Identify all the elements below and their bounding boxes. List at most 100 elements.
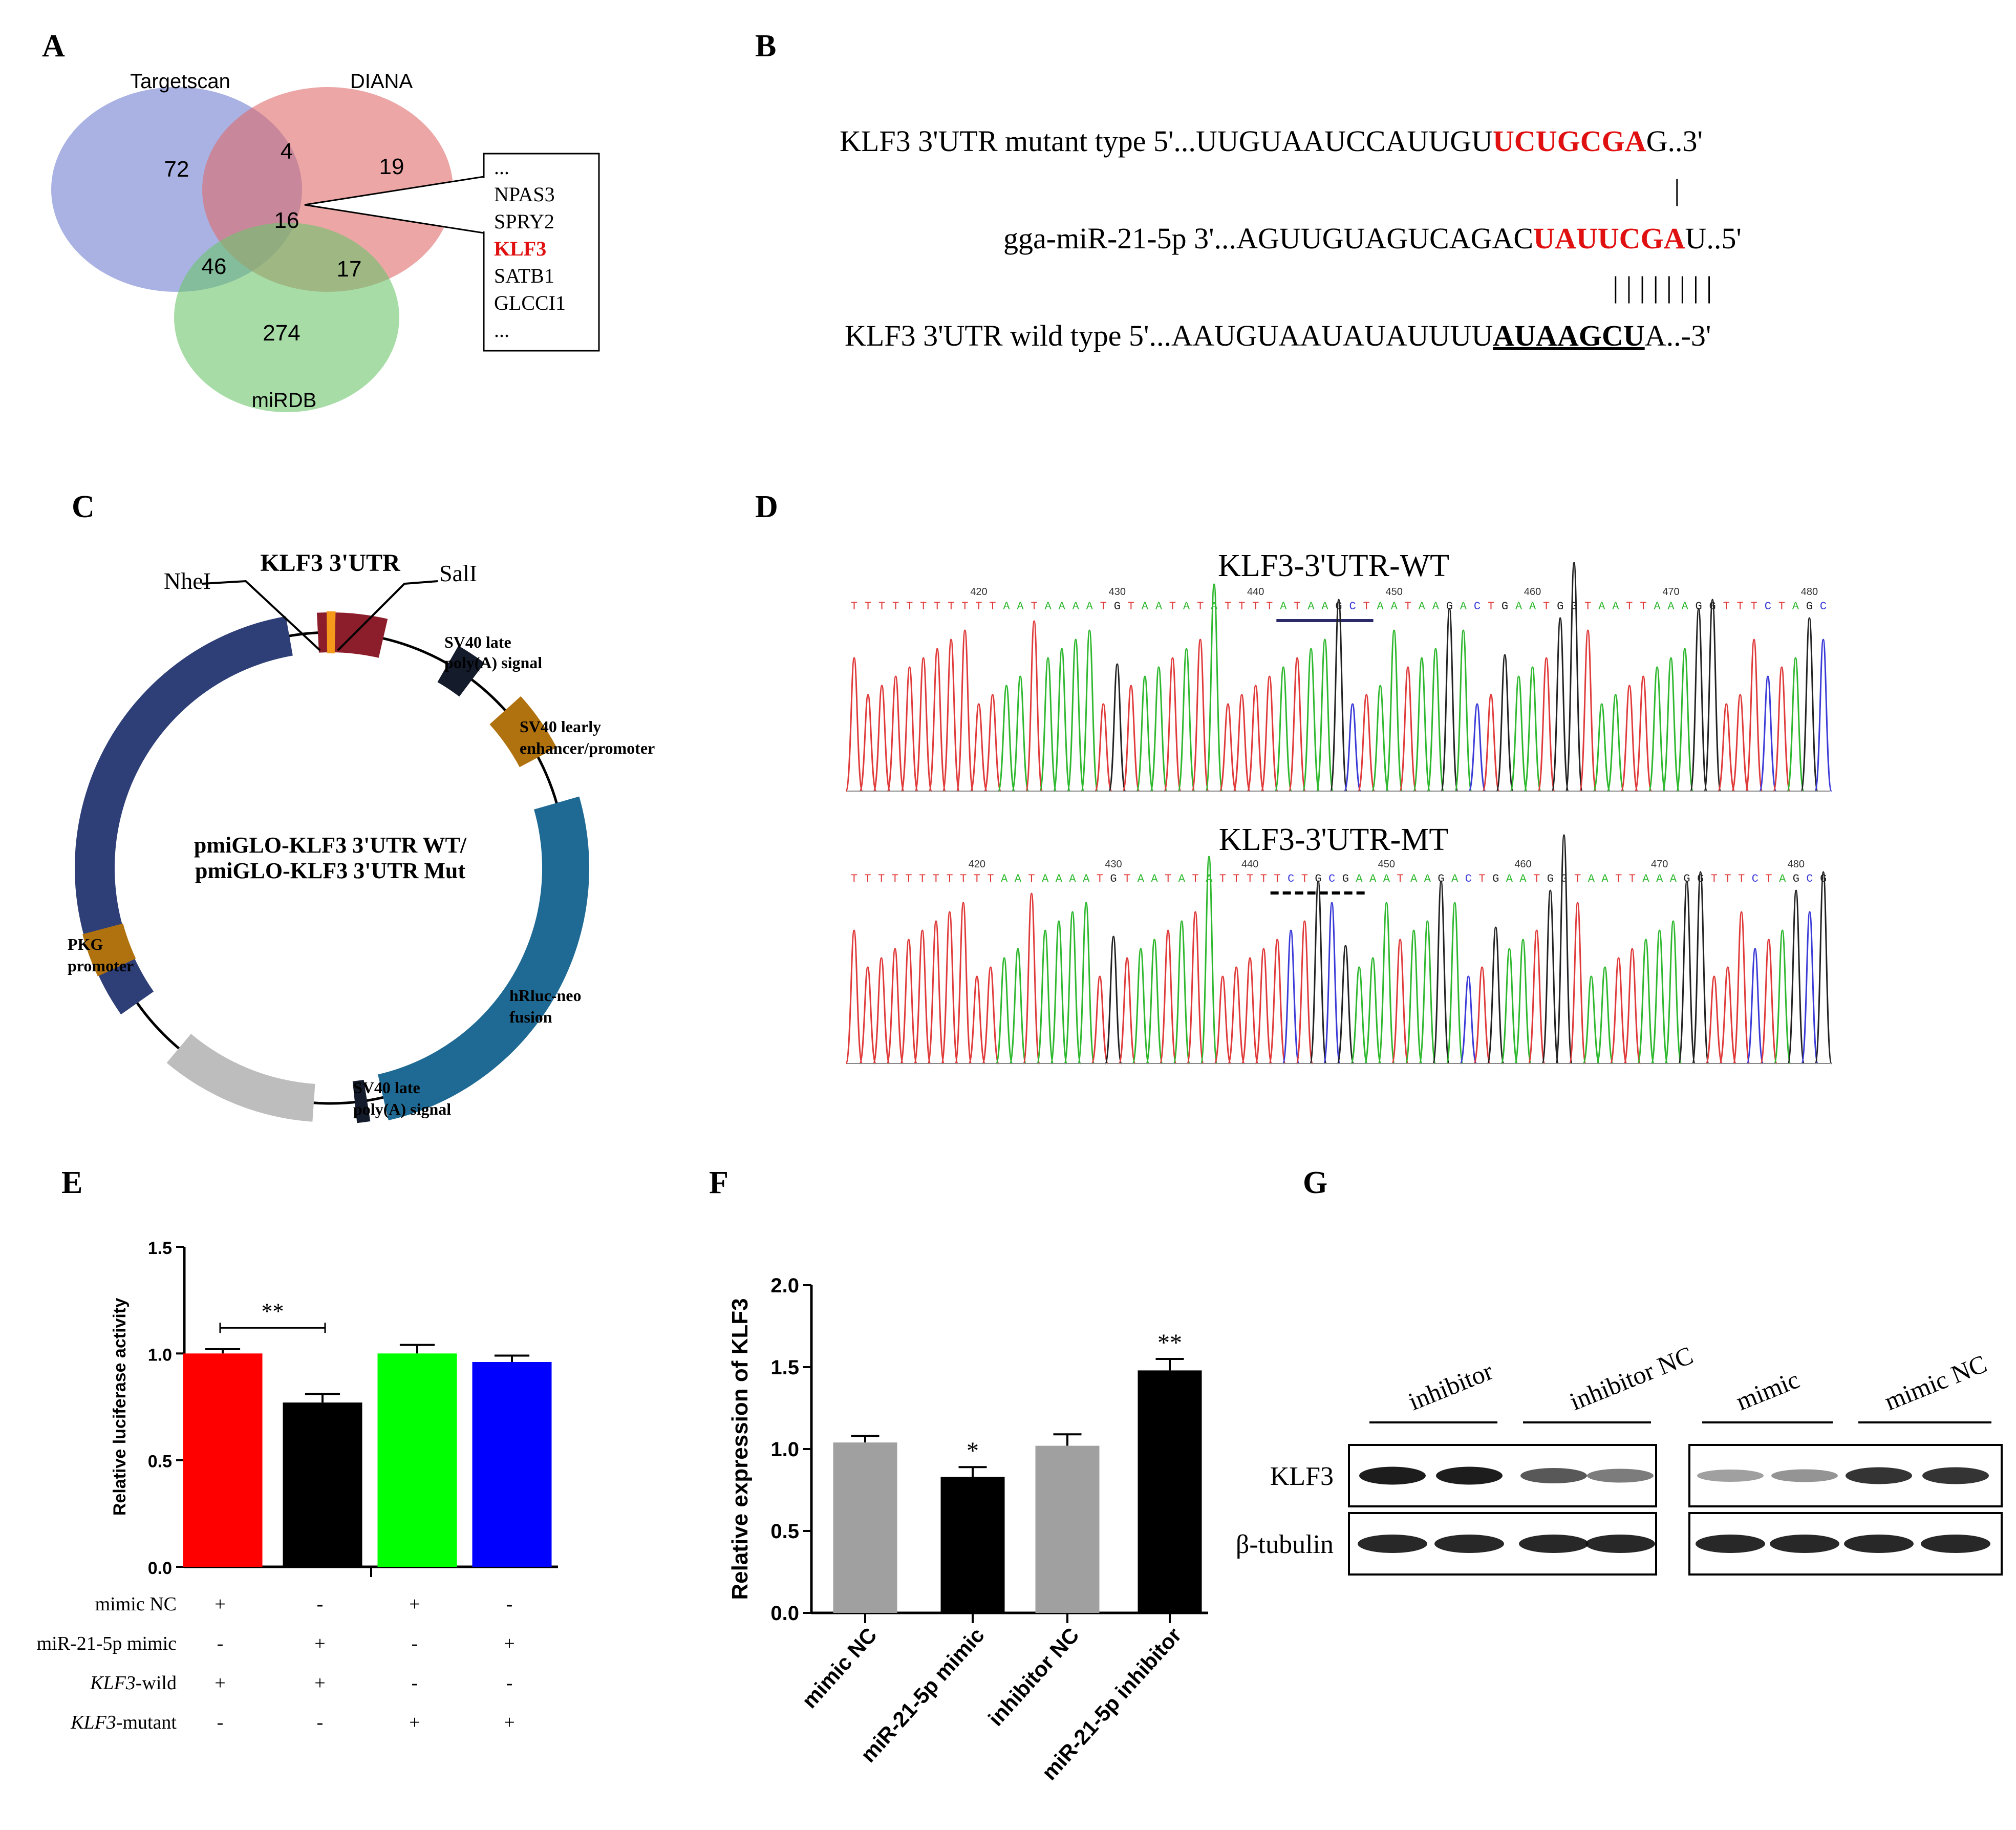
trace-peak [1241, 957, 1259, 1065]
trace-peak [981, 966, 1000, 1065]
trace-peak [1446, 902, 1464, 1065]
bar [940, 1477, 1005, 1613]
base-call: A [1460, 600, 1467, 613]
venn-count-center: 16 [274, 208, 299, 233]
trace-peak [1186, 911, 1205, 1065]
trace-peak [1022, 892, 1041, 1065]
trace-peak [1800, 911, 1819, 1065]
sv40-enhancer-label: SV40 learly enhancer/promoter [520, 717, 655, 757]
base-call: A [1321, 600, 1328, 613]
trace-peak [1418, 920, 1436, 1065]
trace-peak [1523, 666, 1542, 792]
bar [183, 1353, 263, 1567]
base-call: T [948, 600, 954, 613]
trace-peak [1094, 703, 1112, 792]
base-call: T [1266, 600, 1273, 613]
trace-peak [942, 639, 960, 792]
base-call: G [1683, 873, 1690, 885]
condition-label-italic: KLF3 [70, 1712, 116, 1733]
trace-peak [1399, 666, 1417, 792]
trace-peak [1009, 948, 1027, 1065]
base-call: G [1315, 873, 1321, 885]
gene-item: ... [494, 318, 509, 342]
gene-item: GLCCI1 [494, 291, 566, 314]
base-call: T [1124, 873, 1130, 885]
condition-label-text: -wild [136, 1672, 177, 1694]
trace-peak [1053, 648, 1071, 792]
trace-peak [1329, 599, 1348, 792]
gene-item: SPRY2 [494, 210, 554, 233]
base-call: T [960, 873, 967, 885]
position-label: 430 [1109, 586, 1126, 598]
trace-peak [1551, 617, 1570, 792]
venn-count-targetscan-mirdb: 46 [202, 254, 227, 279]
trace-peak [1135, 675, 1154, 792]
klf3-band [1587, 1469, 1654, 1483]
trace-peak [1336, 945, 1355, 1065]
y-axis-label: Relative luciferase activity [110, 1298, 130, 1516]
base-call: A [1391, 600, 1398, 613]
trace-peak [956, 629, 974, 792]
base-call: T [1584, 600, 1591, 613]
base-call: T [892, 600, 899, 613]
hrluc-segment [378, 796, 589, 1121]
trace-peak [1227, 966, 1246, 1065]
base-call: T [1219, 873, 1226, 885]
tubulin-band [1921, 1535, 1990, 1553]
base-call: A [1432, 600, 1440, 613]
base-call: G [1438, 873, 1444, 885]
trace-peak [1049, 920, 1068, 1065]
base-call: T [1260, 873, 1267, 885]
trace-peak [995, 957, 1014, 1065]
trace-peak [872, 685, 891, 792]
klf3-band [1520, 1468, 1587, 1483]
base-call: T [920, 600, 927, 613]
trace-peak [859, 966, 877, 1065]
trace-peak [1468, 703, 1487, 792]
base-call: A [1086, 600, 1093, 613]
base-call: T [1169, 600, 1176, 613]
position-label: 440 [1241, 859, 1258, 870]
trace-peak [970, 703, 988, 792]
tubulin-band [1696, 1535, 1765, 1553]
base-call: T [961, 600, 968, 613]
condition-mark: - [217, 1633, 224, 1654]
y-tick-label: 2.0 [770, 1274, 799, 1297]
base-call: A [1142, 600, 1149, 613]
trace-peak [1405, 929, 1423, 1065]
trace-peak [886, 675, 905, 792]
condition-mark: - [506, 1593, 513, 1615]
alignment-wild-row: KLF3 3'UTR wild type 5'...AAUGUAAUAUAUUU… [845, 319, 1711, 352]
base-call: T [1574, 873, 1581, 885]
trace-peak [954, 902, 973, 1065]
trace-peak [1459, 975, 1477, 1065]
sv40-enhancer-segment [489, 696, 557, 768]
base-call: A [1779, 873, 1786, 885]
base-call: T [1294, 600, 1300, 613]
nhe-label: NheI [164, 568, 211, 594]
trace-peak [1487, 926, 1505, 1065]
base-call: T [1711, 873, 1718, 885]
y-tick-label: 0.0 [770, 1602, 799, 1625]
trace-peak [1454, 629, 1473, 792]
trace-peak [1719, 966, 1737, 1065]
trace-peak [1650, 929, 1669, 1065]
base-call: G [1697, 873, 1704, 885]
condition-mark: - [317, 1712, 324, 1733]
position-label: 460 [1514, 859, 1531, 870]
klf3-band [1697, 1470, 1764, 1482]
mirna-prefix: 3'...AGUUGUAGUCAGAC [1194, 222, 1533, 255]
trace-peak [1662, 657, 1680, 792]
trace-peak [1593, 703, 1611, 792]
trace-peak [913, 929, 932, 1065]
bar [833, 1442, 897, 1613]
condition-mark: - [412, 1672, 418, 1694]
amp-segment [166, 1034, 315, 1122]
klf3-band [1922, 1467, 1989, 1484]
hrluc-arrow-line [489, 898, 517, 964]
sal-label: SalI [439, 560, 477, 586]
trace-peak [1758, 675, 1777, 792]
condition-label-text: miR-21-5p mimic [37, 1633, 177, 1654]
base-call: T [1738, 873, 1745, 885]
trace-peak [900, 666, 919, 792]
